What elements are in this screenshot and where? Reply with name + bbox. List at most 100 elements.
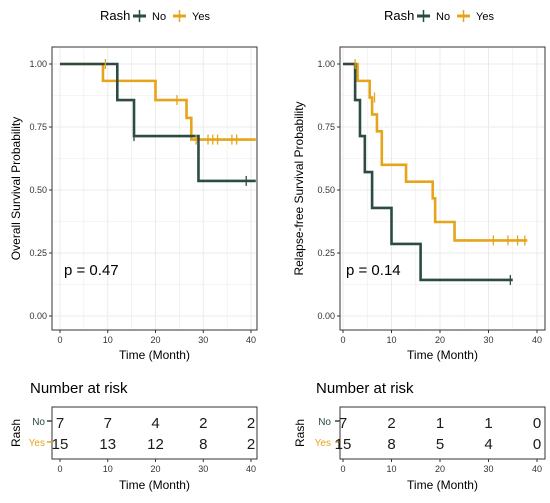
risk-x-tick-label: 20 [150,464,160,474]
x-tick-label: 40 [246,335,256,345]
legend-title: Rash [100,8,130,23]
y-axis-label: Overall Survival Probability [9,117,23,260]
km-curve-yes [343,62,528,242]
y-tick-label: 0.50 [317,185,335,195]
risk-cell: 4 [484,436,492,453]
y-tick-label: 0.25 [29,248,47,258]
left-panel: Rash No Yes 0.000.250.500.751.00 0 10 20 30… [9,8,258,492]
risk-row-label-yes: Yes [29,438,45,449]
y-axis-label: Relapse-free Survival Probability [292,101,306,275]
p-value-annotation: p = 0.47 [64,262,119,279]
risk-x-axis-label: Time (Month) [119,478,190,492]
risk-cell: 4 [151,415,159,432]
risk-row-label-yes: Yes [315,438,331,449]
x-tick-label: 20 [435,335,445,345]
legend-entry-yes: Yes [476,11,494,23]
risk-cell: 2 [199,415,207,432]
risk-table-title: Number at risk [316,380,414,397]
risk-cell: 7 [56,415,64,432]
risk-cell: 15 [335,436,352,453]
y-tick-label: 0.00 [29,311,47,321]
risk-cell: 7 [104,415,112,432]
x-tick-label: 0 [57,335,62,345]
x-tick-labels: 0 10 20 30 40 [57,330,256,345]
risk-x-tick-label: 0 [340,464,345,474]
risk-cell: 8 [199,436,207,453]
x-tick-label: 30 [483,335,493,345]
risk-cell: 13 [99,436,116,453]
km-curve-yes [60,62,256,141]
risk-table-cells: 7 2 1 1 0 15 8 5 4 0 [335,415,542,453]
x-tick-label: 20 [150,335,160,345]
risk-cell: 2 [247,415,255,432]
x-tick-labels: 0 10 20 30 40 [340,330,542,345]
risk-table-ylabel: Rash [293,419,307,447]
legend-entry-no: No [152,11,166,23]
censor-marks [354,59,526,285]
risk-cell: 12 [147,436,164,453]
x-tick-label: 0 [340,335,345,345]
risk-x-tick-label: 20 [435,464,445,474]
risk-x-axis-label: Time (Month) [407,478,478,492]
risk-table-relapse-free: Number at risk Rash No Yes 7 2 1 1 015 8 5 4 0 0… [293,380,546,492]
risk-cell: 2 [387,415,395,432]
risk-x-tick-label: 40 [532,464,542,474]
km-curve-no [343,62,513,282]
p-value-annotation: p = 0.14 [346,262,401,279]
risk-row-label-no: No [32,417,45,428]
y-tick-label: 0.75 [29,122,47,132]
survival-curves [60,62,256,183]
right-legend: Rash No Yes [384,8,494,23]
risk-cell: 8 [387,436,395,453]
plot-grid [341,48,544,329]
risk-x-tick-labels: 0 10 20 30 40 [340,459,542,474]
y-tick-label: 0.00 [317,311,335,321]
x-tick-label: 10 [103,335,113,345]
risk-cell: 7 [339,415,347,432]
left-legend: Rash No Yes [100,8,210,23]
y-tick-label: 1.00 [317,59,335,69]
risk-x-tick-label: 10 [386,464,396,474]
y-tick-labels: 0.00 0.25 0.50 0.75 1.00 [317,59,340,321]
y-tick-label: 0.75 [317,122,335,132]
legend-title: Rash [384,8,414,23]
risk-x-tick-labels: 0 10 20 30 40 [57,459,256,474]
x-tick-label: 30 [198,335,208,345]
km-plot-overall-survival: 0.000.250.500.751.00 0 10 20 30 40 p = 0.47 … [9,46,258,362]
right-panel: Rash No Yes 0.000.250.500.751.00 0 10 20 30… [292,8,546,492]
km-plot-relapse-free-survival: 0.000.250.500.751.00 0 10 20 30 40 p = 0.14 … [292,46,546,362]
y-tick-label: 0.25 [317,248,335,258]
x-tick-label: 40 [532,335,542,345]
km-curve-no [60,62,256,183]
legend-entry-no: No [436,11,450,23]
risk-cell: 1 [484,415,492,432]
risk-table-frame [339,406,546,460]
risk-table-cells: 7 7 4 2 2 15 13 12 8 2 [47,415,255,453]
legend-entry-yes: Yes [192,11,210,23]
risk-cell: 0 [533,436,541,453]
x-tick-label: 10 [386,335,396,345]
risk-x-tick-label: 10 [103,464,113,474]
survival-curves [343,62,528,282]
risk-cell: 2 [247,436,255,453]
risk-cell: 5 [436,436,444,453]
risk-x-tick-label: 30 [483,464,493,474]
risk-row-label-no: No [318,417,331,428]
y-tick-labels: 0.00 0.25 0.50 0.75 1.00 [29,59,52,321]
risk-table-overall: Number at risk Rash No Yes 7 7 4 2 2 15 13 12 8 2… [9,380,258,492]
risk-table-title: Number at risk [30,380,128,397]
x-axis-label: Time (Month) [119,348,190,362]
risk-table-ylabel: Rash [9,419,23,447]
risk-x-tick-label: 0 [57,464,62,474]
risk-cell: 1 [436,415,444,432]
risk-cell: 0 [533,415,541,432]
x-axis-label: Time (Month) [407,348,478,362]
risk-x-tick-label: 40 [246,464,256,474]
y-tick-label: 1.00 [29,59,47,69]
y-tick-label: 0.50 [29,185,47,195]
risk-x-tick-label: 30 [198,464,208,474]
risk-table-frame [51,406,258,460]
censor-marks [104,59,247,186]
risk-cell: 15 [52,436,69,453]
